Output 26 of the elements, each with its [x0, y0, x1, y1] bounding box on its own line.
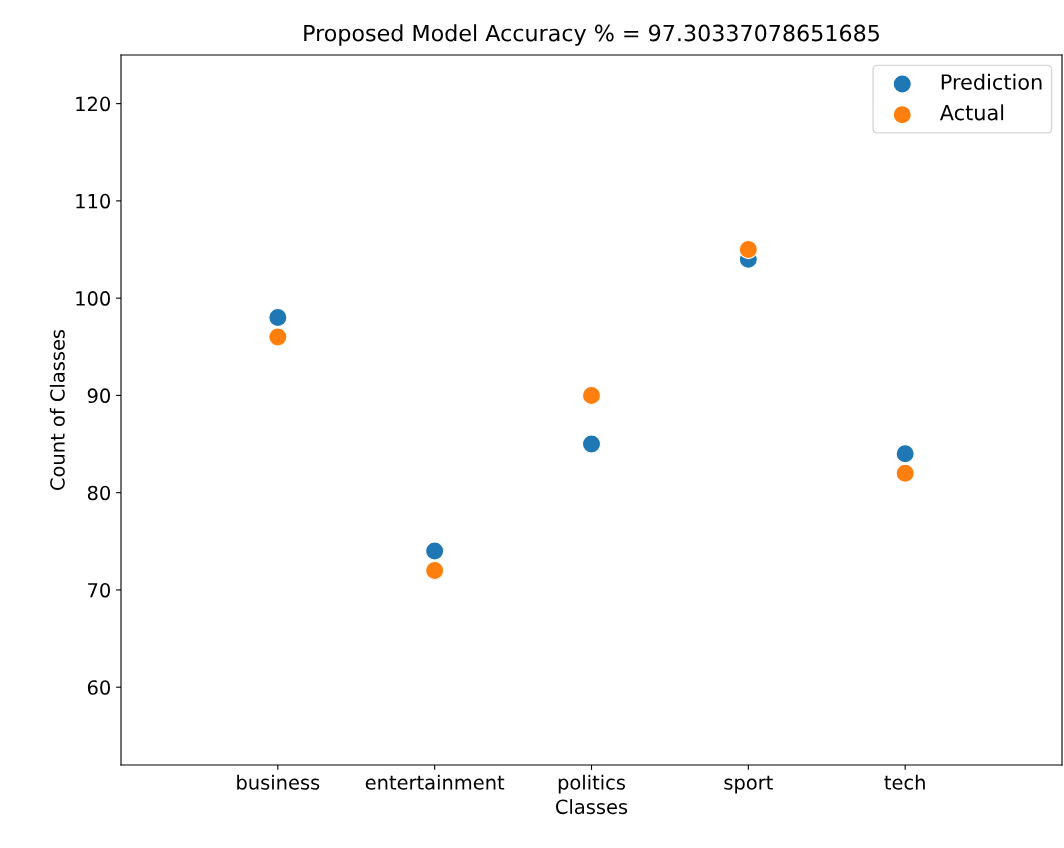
x-axis-title: Classes [555, 799, 628, 815]
point [268, 327, 288, 347]
legend-label: Actual [939, 104, 1004, 121]
y-axis-title: Count of Classes [49, 329, 65, 490]
point [581, 434, 602, 454]
point [268, 307, 288, 328]
x-tick-label: tech [884, 774, 925, 790]
point [425, 541, 445, 561]
chart-title: Proposed Model Accuracy % = 97.30337078651685 [304, 24, 879, 46]
y-tick-label: 70 [88, 582, 110, 598]
y-tick-label: 120 [76, 96, 110, 112]
point [581, 385, 602, 406]
point [895, 463, 915, 483]
point [425, 560, 445, 581]
x-tick-label: sport [724, 775, 773, 794]
y-tick-label: 100 [76, 291, 110, 306]
point [738, 239, 758, 260]
x-tick-label: politics [558, 774, 625, 794]
y-tick-label: 110 [76, 193, 110, 209]
x-tick-label: business [237, 774, 320, 790]
point [895, 444, 915, 464]
y-tick-label: 90 [87, 388, 110, 404]
y-tick-label: 60 [87, 680, 110, 695]
y-tick-label: 80 [87, 485, 110, 501]
legend-label: Prediction [941, 73, 1042, 90]
x-tick-label: entertainment [365, 774, 505, 790]
